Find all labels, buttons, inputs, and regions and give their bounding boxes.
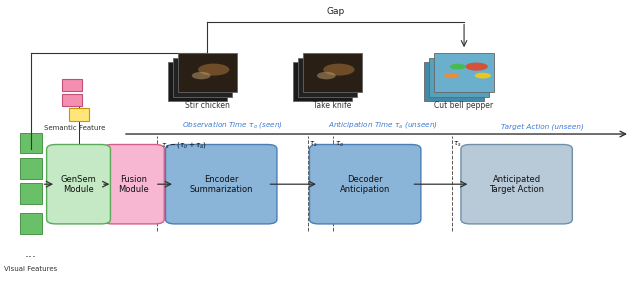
Bar (20, 213, 42, 234)
Ellipse shape (317, 72, 336, 79)
Ellipse shape (444, 73, 459, 78)
Bar (424, 62, 484, 101)
Bar (429, 57, 489, 97)
Bar (178, 53, 237, 92)
Bar (62, 94, 83, 106)
Text: Stir chicken: Stir chicken (185, 101, 230, 110)
Ellipse shape (198, 64, 229, 76)
Bar (173, 57, 232, 97)
Text: Visual Features: Visual Features (4, 266, 58, 272)
FancyBboxPatch shape (166, 144, 277, 224)
Ellipse shape (465, 63, 488, 71)
Text: Encoder
Summarization: Encoder Summarization (189, 175, 253, 194)
Text: GenSem
Module: GenSem Module (61, 175, 97, 194)
Text: Anticipated
Target Action: Anticipated Target Action (489, 175, 544, 194)
Bar (298, 57, 357, 97)
Text: Anticipation Time $\tau_a$ (unseen): Anticipation Time $\tau_a$ (unseen) (328, 119, 438, 129)
Ellipse shape (323, 64, 355, 76)
Bar (20, 183, 42, 204)
Bar (20, 158, 42, 179)
Text: Fusion
Module: Fusion Module (118, 175, 149, 194)
Text: $\tau_o$: $\tau_o$ (335, 140, 344, 149)
FancyBboxPatch shape (461, 144, 572, 224)
Bar (293, 62, 353, 101)
FancyBboxPatch shape (310, 144, 421, 224)
Text: $\tau_s$: $\tau_s$ (453, 140, 462, 149)
Text: Decoder
Anticipation: Decoder Anticipation (340, 175, 390, 194)
Ellipse shape (192, 72, 211, 79)
Text: Semantic Feature: Semantic Feature (44, 125, 106, 131)
Text: Gap: Gap (326, 7, 345, 16)
Bar (68, 108, 88, 120)
Bar (20, 132, 42, 154)
Text: $\tau_s$: $\tau_s$ (310, 140, 318, 149)
Bar (168, 62, 227, 101)
FancyBboxPatch shape (47, 144, 111, 224)
Text: Observation Time $\tau_o$ (seen): Observation Time $\tau_o$ (seen) (182, 119, 283, 129)
Bar (303, 53, 362, 92)
Text: Take knife: Take knife (314, 101, 352, 110)
Text: Target Action (unseen): Target Action (unseen) (501, 123, 584, 129)
Text: Cut bell pepper: Cut bell pepper (435, 101, 493, 110)
Text: $\tau_s-(\tau_o+\tau_a)$: $\tau_s-(\tau_o+\tau_a)$ (161, 140, 206, 150)
Ellipse shape (450, 64, 466, 70)
Bar (435, 53, 494, 92)
Bar (62, 79, 83, 91)
FancyBboxPatch shape (103, 144, 164, 224)
Text: ...: ... (25, 247, 37, 260)
Ellipse shape (475, 73, 491, 79)
